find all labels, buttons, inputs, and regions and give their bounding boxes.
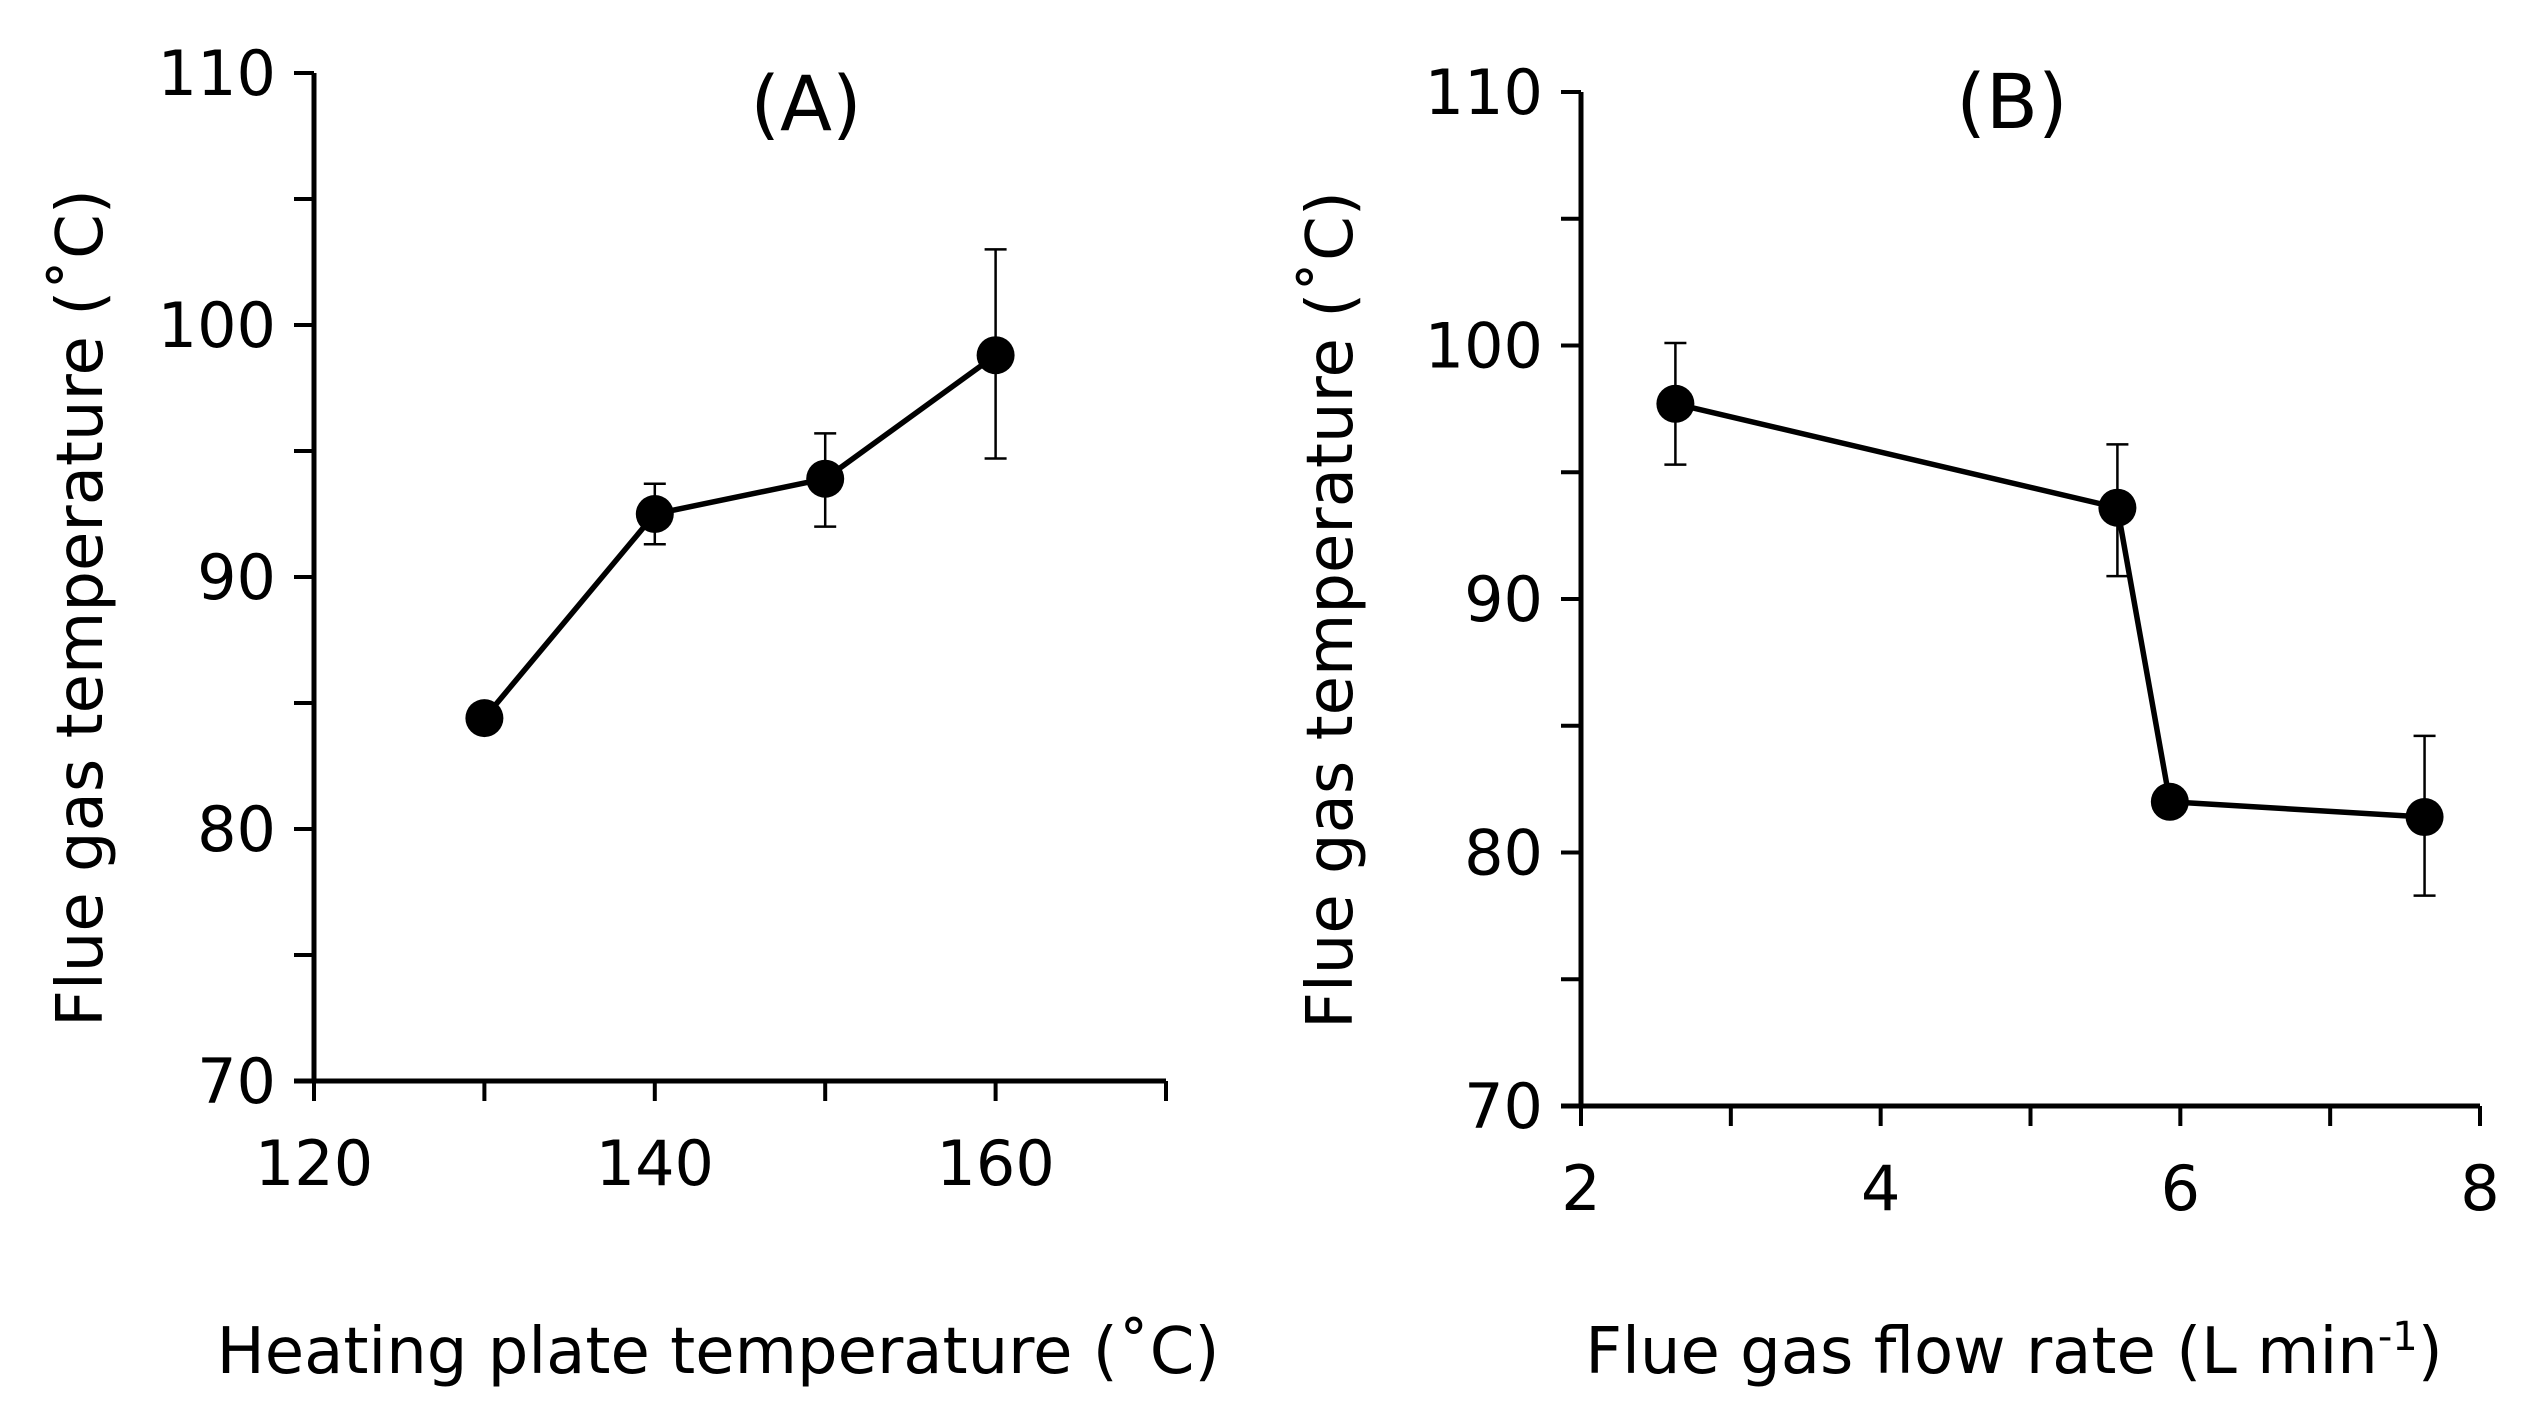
panel-a-series-line <box>482 353 998 720</box>
panel-b-data-point <box>2150 782 2189 821</box>
panel-b-data-point <box>2405 798 2444 837</box>
panel-b-x-tick-label: 4 <box>1861 1152 1900 1225</box>
panel-a: (A) Flue gas temperature (˚C) Heating pl… <box>44 37 1219 1389</box>
panel-a-x-tick-label: 120 <box>255 1127 373 1200</box>
panel-b-data-point <box>1656 384 1695 423</box>
panel-a-x-axis-title: Heating plate temperature (˚C) <box>217 1315 1220 1389</box>
panel-b: (B) Flue gas temperature (˚C) Flue gas f… <box>1294 56 2500 1389</box>
panel-a-y-tick-label: 80 <box>197 793 276 866</box>
panel-a-data-point <box>806 459 845 498</box>
panel-b-x-axis-title: Flue gas flow rate (L min-1) <box>1585 1314 2442 1389</box>
panel-b-x-tick-label: 6 <box>2161 1152 2200 1225</box>
panel-a-y-tick-label: 70 <box>197 1045 276 1118</box>
panel-b-x-axis-title-end: ) <box>2418 1315 2443 1389</box>
panel-b-y-tick-label: 80 <box>1464 817 1543 890</box>
panel-a-x-tick-label: 160 <box>936 1127 1054 1200</box>
panel-b-x-tick-label: 2 <box>1561 1152 1600 1225</box>
panel-b-title: (B) <box>1956 57 2067 146</box>
panel-b-y-tick-label: 100 <box>1425 310 1543 383</box>
panel-a-y-tick-label: 110 <box>158 37 276 110</box>
panel-b-y-tick-label: 90 <box>1464 563 1543 636</box>
panel-b-x-axis-title-main: Flue gas flow rate (L min <box>1585 1315 2378 1389</box>
panel-b-x-tick-label: 8 <box>2460 1152 2499 1225</box>
panel-a-x-tick-label: 140 <box>596 1127 714 1200</box>
panel-b-data-point <box>2098 488 2137 527</box>
panel-b-y-axis-title: Flue gas temperature (˚C) <box>1294 191 1368 1029</box>
panel-b-series-line <box>1674 401 2425 820</box>
panel-b-y-tick-label: 70 <box>1464 1070 1543 1143</box>
panel-a-y-tick-label: 100 <box>158 289 276 362</box>
panel-a-title: (A) <box>750 59 861 148</box>
panel-a-data-point <box>635 495 674 533</box>
panel-a-y-axis-title: Flue gas temperature (˚C) <box>44 189 118 1027</box>
panel-a-y-tick-label: 90 <box>197 541 276 614</box>
panel-b-x-axis-title-superscript: -1 <box>2378 1314 2418 1360</box>
panel-a-data-point <box>976 336 1015 375</box>
panel-a-data-point <box>465 699 504 738</box>
panel-b-y-tick-label: 110 <box>1425 56 1543 129</box>
